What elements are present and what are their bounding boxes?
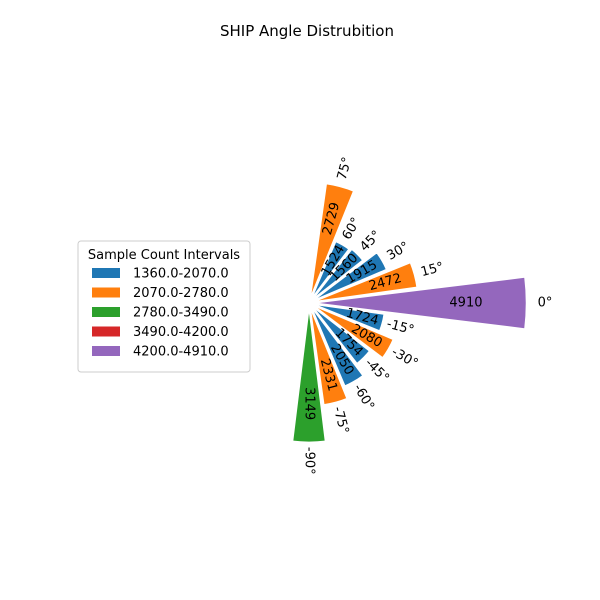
bar-angle-45	[307, 247, 365, 305]
legend-entry-label: 4200.0-4910.0	[133, 345, 229, 360]
legend-swatch	[92, 346, 120, 356]
legend-entry-label: 3490.0-4200.0	[133, 325, 229, 340]
value-labels-layer: 3149233120501754208017244910247219151560…	[302, 201, 483, 420]
chart-title: SHIP Angle Distrubition	[220, 22, 394, 40]
angle-tick-label: -60°	[350, 382, 377, 414]
bar-value-label: 4910	[449, 296, 482, 311]
legend-entry-label: 1360.0-2070.0	[133, 267, 229, 282]
angle-tick-label: -30°	[389, 345, 421, 372]
bar-angle-0	[307, 275, 529, 331]
legend: Sample Count Intervals 1360.0-2070.0 2070…	[77, 240, 251, 373]
angle-tick-label: 15°	[419, 260, 445, 280]
angle-tick-label: 75°	[335, 156, 355, 182]
legend-entry-label: 2070.0-2780.0	[133, 286, 229, 301]
angle-tick-label: -75°	[330, 405, 352, 436]
legend-swatch	[92, 307, 120, 317]
legend-entries: 1360.0-2070.0 2070.0-2780.0 2780.0-3490.0 3…	[92, 267, 229, 360]
bar-value-label: 3149	[302, 387, 317, 420]
angle-tick-label: -15°	[385, 317, 416, 339]
bar-angle-75	[307, 181, 356, 305]
bar-angle-neg90	[290, 301, 328, 445]
bar-angle-neg45	[307, 301, 372, 366]
angle-tick-label: 0°	[538, 296, 553, 311]
bar-angle-neg60	[307, 301, 366, 389]
bar-angle-neg15	[307, 301, 387, 333]
angle-tick-label: 45°	[357, 228, 384, 255]
angle-tick-label: -90°	[302, 447, 317, 475]
legend-entry-label: 2780.0-3490.0	[133, 306, 229, 321]
bar-angle-30	[307, 250, 389, 305]
legend-swatch	[92, 326, 120, 337]
legend-swatch	[92, 287, 120, 298]
bar-angle-neg30	[307, 301, 396, 360]
angle-tick-label: 30°	[384, 239, 411, 264]
bars-layer	[290, 181, 529, 445]
legend-title: Sample Count Intervals	[88, 248, 240, 263]
angle-tick-label: -45°	[362, 356, 392, 386]
legend-swatch	[92, 268, 120, 278]
legend-frame	[77, 240, 251, 373]
